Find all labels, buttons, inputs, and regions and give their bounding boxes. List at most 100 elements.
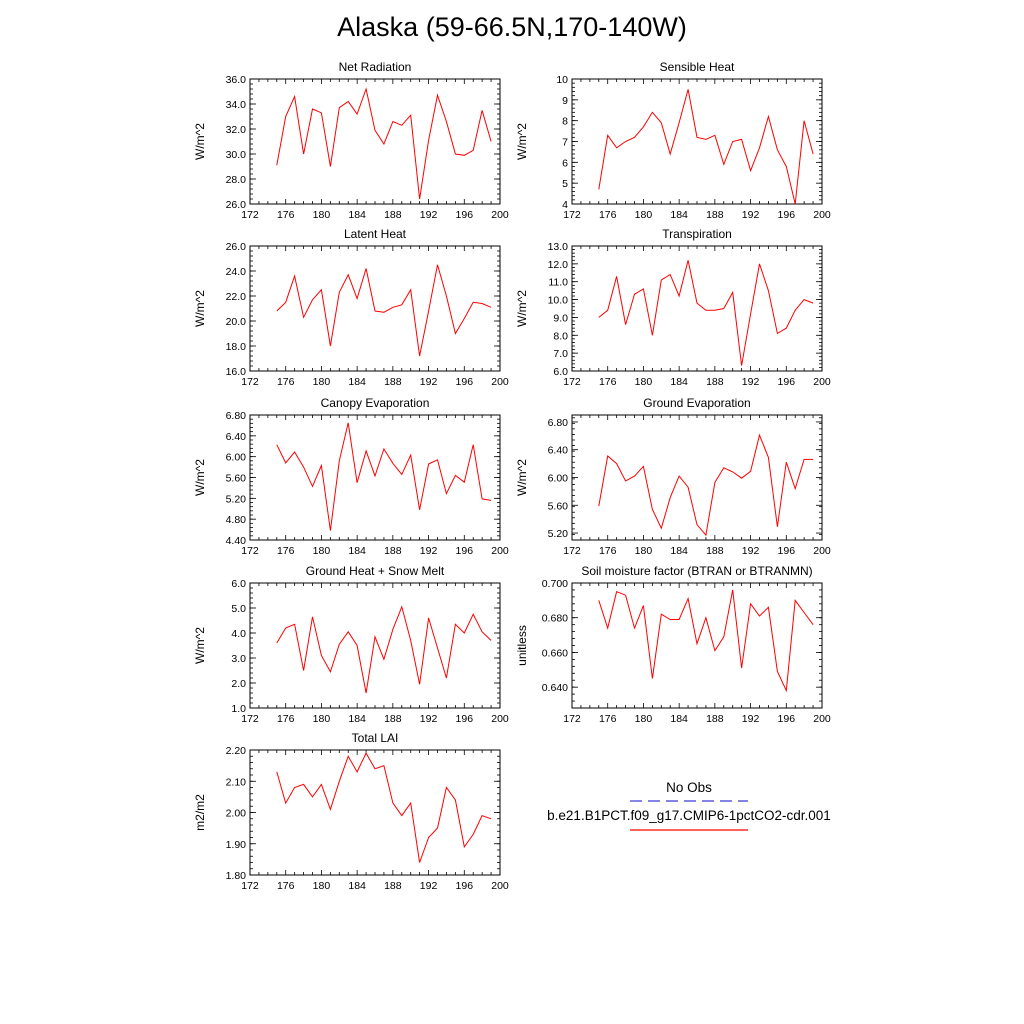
y-tick-label: 6.00 — [548, 473, 569, 485]
plot-frame — [249, 78, 501, 205]
panel-title: Canopy Evaporation — [321, 396, 430, 410]
y-tick-label: 4 — [562, 199, 568, 211]
chart-panel: Soil moisture factor (BTRAN or BTRANMN) u… — [515, 564, 831, 725]
x-tick-label: 176 — [599, 713, 617, 725]
x-tick-label: 196 — [778, 713, 796, 725]
x-tick-label: 184 — [670, 209, 688, 221]
x-tick-label: 192 — [420, 545, 438, 557]
y-tick-label: 6.40 — [226, 431, 247, 443]
chart-panel: Latent Heat W/m^2 172 176 180 184 188 192 196 200… — [193, 227, 509, 388]
y-tick-label: 5.60 — [548, 500, 569, 512]
y-tick-label: 9 — [562, 95, 568, 107]
x-tick-label: 188 — [706, 209, 724, 221]
x-tick-label: 192 — [420, 376, 438, 388]
x-tick-label: 200 — [813, 713, 831, 725]
y-axis-label: W/m^2 — [193, 627, 207, 664]
y-axis-label: W/m^2 — [193, 459, 207, 496]
y-tick-label: 16.0 — [226, 366, 247, 378]
series-line — [276, 422, 492, 531]
y-tick-label: 0.700 — [542, 578, 568, 590]
x-tick-label: 196 — [456, 209, 474, 221]
series-line — [276, 87, 492, 200]
y-tick-label: 22.0 — [226, 291, 247, 303]
x-tick-label: 196 — [778, 545, 796, 557]
y-tick-label: 28.0 — [226, 174, 247, 186]
x-tick-label: 188 — [706, 376, 724, 388]
panel-title: Soil moisture factor (BTRAN or BTRANMN) — [581, 564, 812, 578]
y-tick-label: 6 — [562, 157, 568, 169]
y-tick-label: 9.0 — [553, 312, 568, 324]
y-tick-label: 5 — [562, 178, 568, 190]
series-line — [598, 260, 814, 366]
x-tick-label: 172 — [563, 713, 581, 725]
x-tick-label: 176 — [277, 545, 295, 557]
x-tick-label: 180 — [635, 376, 653, 388]
chart-panel: Net Radiation W/m^2 172 176 180 184 188 192 196 2… — [193, 60, 509, 221]
y-tick-label: 8 — [562, 116, 568, 128]
panel-title: Latent Heat — [344, 227, 407, 241]
x-tick-label: 184 — [348, 209, 366, 221]
x-tick-label: 184 — [670, 713, 688, 725]
series-line — [276, 605, 492, 694]
x-tick-label: 180 — [635, 713, 653, 725]
x-tick-label: 188 — [706, 713, 724, 725]
series-line — [598, 89, 814, 205]
chart-panel: Transpiration W/m^2 172 176 180 184 188 192 196 2… — [515, 227, 831, 388]
series-line — [276, 752, 492, 863]
x-tick-label: 200 — [491, 713, 509, 725]
y-axis-label: W/m^2 — [193, 290, 207, 327]
x-tick-label: 188 — [384, 209, 402, 221]
chart-panel: Sensible Heat W/m^2 172 176 180 184 188 192 196 2… — [515, 60, 831, 221]
y-tick-label: 5.60 — [226, 473, 247, 485]
x-tick-label: 200 — [813, 376, 831, 388]
y-tick-label: 4.40 — [226, 535, 247, 547]
y-tick-label: 32.0 — [226, 124, 247, 136]
panel-title: Net Radiation — [339, 60, 412, 74]
x-tick-label: 176 — [599, 376, 617, 388]
x-tick-label: 184 — [348, 713, 366, 725]
y-tick-label: 10 — [556, 74, 568, 86]
y-tick-label: 24.0 — [226, 266, 247, 278]
x-tick-label: 188 — [384, 880, 402, 892]
x-tick-label: 188 — [384, 376, 402, 388]
y-tick-label: 7.0 — [553, 348, 568, 360]
y-tick-label: 6.80 — [226, 410, 247, 422]
x-tick-label: 200 — [491, 545, 509, 557]
y-tick-label: 10.0 — [548, 295, 569, 307]
y-tick-label: 30.0 — [226, 149, 247, 161]
y-tick-label: 5.20 — [226, 493, 247, 505]
y-axis-label: W/m^2 — [515, 123, 529, 160]
y-tick-label: 26.0 — [226, 199, 247, 211]
x-tick-label: 176 — [277, 376, 295, 388]
legend-model-label: b.e21.B1PCT.f09_g17.CMIP6-1pctCO2-cdr.00… — [547, 808, 831, 823]
y-tick-label: 11.0 — [548, 277, 568, 289]
y-tick-label: 6.00 — [226, 452, 247, 464]
y-axis-label: W/m^2 — [515, 459, 529, 496]
y-tick-label: 7 — [562, 137, 568, 149]
y-tick-label: 1.80 — [226, 870, 247, 882]
plot-frame — [571, 582, 823, 709]
y-tick-label: 1.0 — [231, 703, 246, 715]
y-axis-label: unitless — [515, 625, 529, 666]
y-tick-label: 8.0 — [553, 330, 568, 342]
chart-panel: Total LAI m2/m2 172 176 180 184 188 192 196 200 1.… — [193, 731, 509, 892]
series-line — [598, 433, 814, 537]
x-tick-label: 196 — [456, 545, 474, 557]
x-tick-label: 180 — [313, 545, 331, 557]
x-tick-label: 196 — [778, 209, 796, 221]
y-tick-label: 34.0 — [226, 99, 247, 111]
y-tick-label: 6.0 — [553, 366, 568, 378]
plot-frame — [571, 245, 823, 372]
x-tick-label: 184 — [348, 880, 366, 892]
y-tick-label: 36.0 — [226, 74, 247, 86]
y-tick-label: 0.640 — [542, 682, 568, 694]
y-tick-label: 0.660 — [542, 647, 568, 659]
x-tick-label: 192 — [742, 545, 760, 557]
x-tick-label: 192 — [420, 880, 438, 892]
plot-frame — [571, 78, 823, 205]
figure-title: Alaska (59-66.5N,170-140W) — [337, 12, 687, 42]
x-tick-label: 176 — [277, 880, 295, 892]
x-tick-label: 176 — [277, 713, 295, 725]
y-tick-label: 2.10 — [226, 776, 247, 788]
